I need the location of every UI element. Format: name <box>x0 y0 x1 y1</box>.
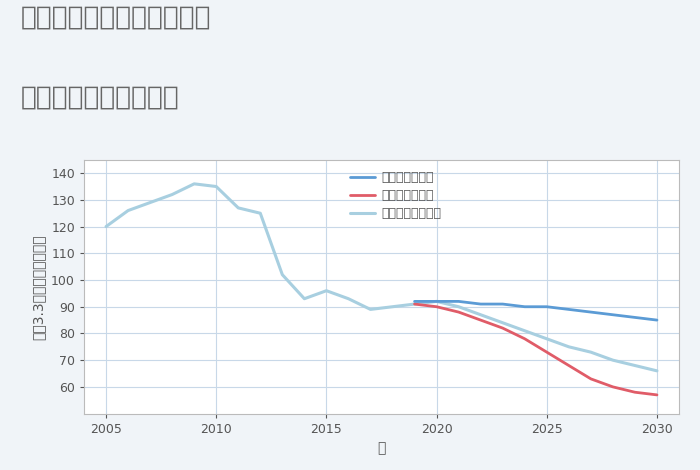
グッドシナリオ <box>521 304 529 310</box>
バッドシナリオ <box>433 304 441 310</box>
ノーマルシナリオ <box>234 205 242 211</box>
グッドシナリオ <box>433 298 441 304</box>
ノーマルシナリオ <box>278 272 286 277</box>
グッドシナリオ <box>631 314 639 320</box>
Text: 兵庫県豊岡市出石町鳥居の: 兵庫県豊岡市出石町鳥居の <box>21 5 211 31</box>
ノーマルシナリオ <box>256 211 265 216</box>
ノーマルシナリオ <box>433 298 441 304</box>
Legend: グッドシナリオ, バッドシナリオ, ノーマルシナリオ: グッドシナリオ, バッドシナリオ, ノーマルシナリオ <box>345 166 447 225</box>
Text: 中古戸建ての価格推移: 中古戸建ての価格推移 <box>21 85 180 110</box>
Y-axis label: 坪（3.3㎡）単価（万円）: 坪（3.3㎡）単価（万円） <box>32 234 46 339</box>
グッドシナリオ <box>653 317 662 323</box>
Line: ノーマルシナリオ: ノーマルシナリオ <box>106 184 437 309</box>
ノーマルシナリオ <box>322 288 330 294</box>
バッドシナリオ <box>521 336 529 342</box>
バッドシナリオ <box>498 325 507 331</box>
グッドシナリオ <box>565 306 573 312</box>
グッドシナリオ <box>587 309 595 315</box>
グッドシナリオ <box>609 312 617 318</box>
バッドシナリオ <box>477 317 485 323</box>
グッドシナリオ <box>454 298 463 304</box>
ノーマルシナリオ <box>344 296 353 302</box>
バッドシナリオ <box>410 301 419 307</box>
ノーマルシナリオ <box>168 192 176 197</box>
ノーマルシナリオ <box>366 306 375 312</box>
ノーマルシナリオ <box>102 224 110 229</box>
グッドシナリオ <box>542 304 551 310</box>
ノーマルシナリオ <box>410 301 419 307</box>
X-axis label: 年: 年 <box>377 441 386 455</box>
ノーマルシナリオ <box>190 181 198 187</box>
バッドシナリオ <box>454 309 463 315</box>
Line: グッドシナリオ: グッドシナリオ <box>414 301 657 320</box>
バッドシナリオ <box>565 363 573 368</box>
バッドシナリオ <box>631 390 639 395</box>
バッドシナリオ <box>587 376 595 382</box>
バッドシナリオ <box>609 384 617 390</box>
Line: バッドシナリオ: バッドシナリオ <box>414 304 657 395</box>
グッドシナリオ <box>498 301 507 307</box>
グッドシナリオ <box>477 301 485 307</box>
ノーマルシナリオ <box>124 208 132 213</box>
ノーマルシナリオ <box>146 200 154 205</box>
グッドシナリオ <box>410 298 419 304</box>
ノーマルシナリオ <box>389 304 397 310</box>
ノーマルシナリオ <box>300 296 309 302</box>
ノーマルシナリオ <box>212 184 220 189</box>
バッドシナリオ <box>653 392 662 398</box>
バッドシナリオ <box>542 349 551 355</box>
